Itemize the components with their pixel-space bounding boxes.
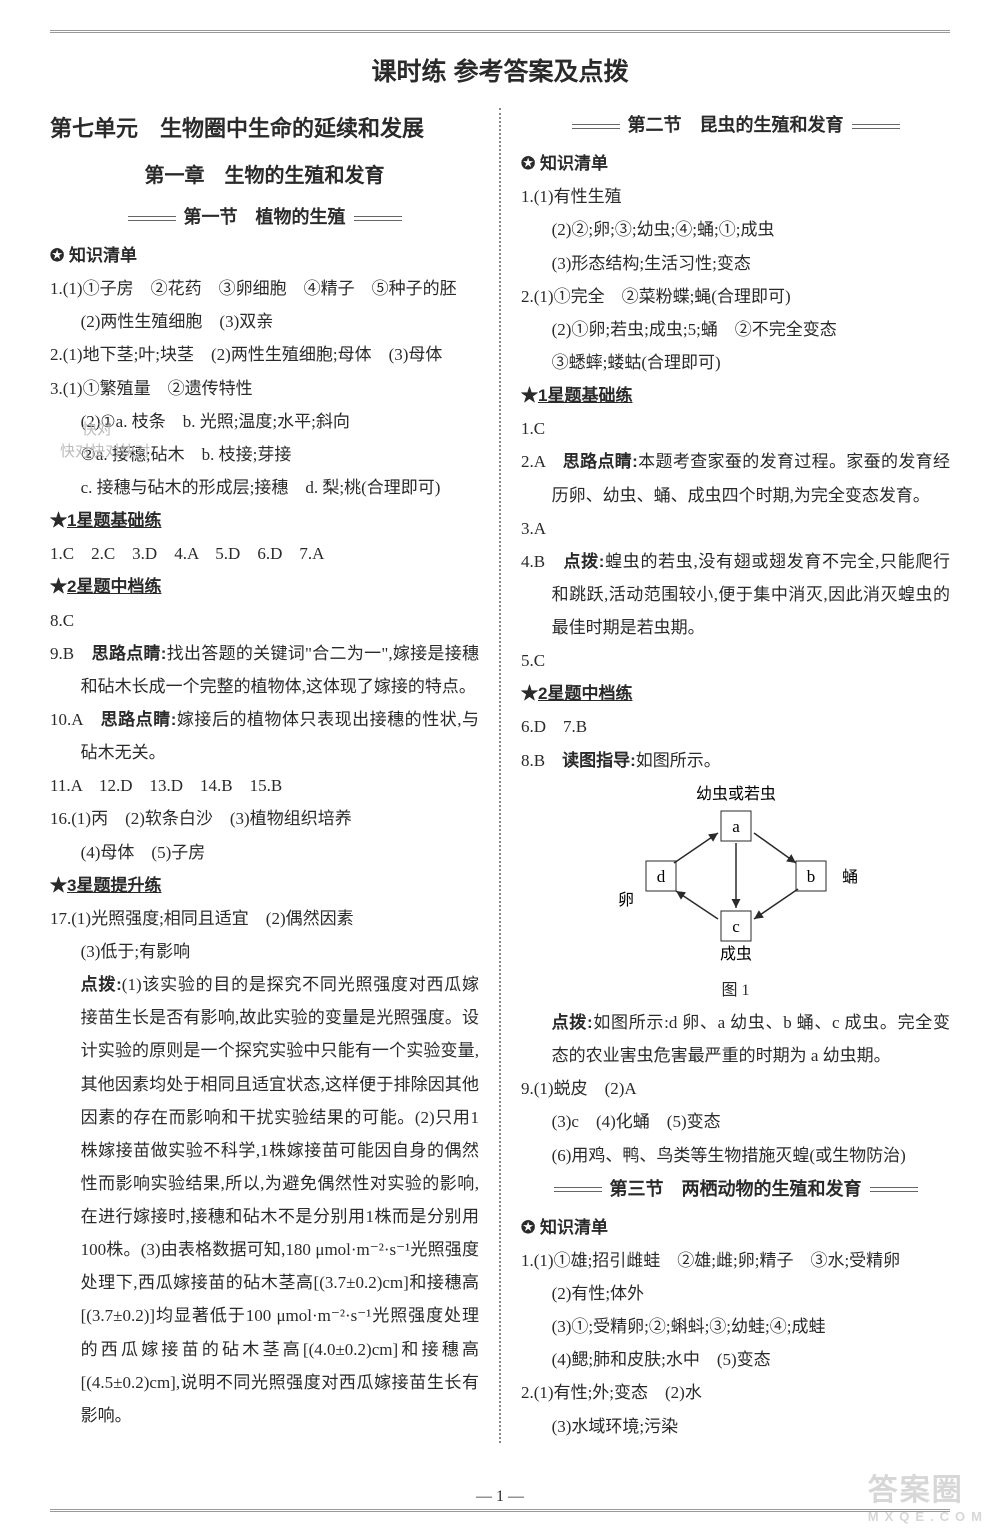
right-s1-1: 1.C xyxy=(521,412,950,445)
right-k2b: (2)①卵;若虫;成虫;5;蛹 ②不完全变态 xyxy=(521,313,950,346)
left-k1b: (2)两性生殖细胞 (3)双亲 xyxy=(50,305,479,338)
section-2-title: 第二节 昆虫的生殖和发育 xyxy=(521,108,950,143)
content-columns: 第七单元 生物圈中生命的延续和发展 第一章 生物的生殖和发育 第一节 植物的生殖… xyxy=(50,108,950,1443)
right-k3-2b: (3)水域环境;污染 xyxy=(521,1410,950,1443)
right-k3-2: 2.(1)有性;外;变态 (2)水 xyxy=(521,1376,950,1409)
left-s3-17b: (3)低于;有影响 xyxy=(50,935,479,968)
left-k2: 2.(1)地下茎;叶;块茎 (2)两性生殖细胞;母体 (3)母体 xyxy=(50,338,479,371)
star1-head-left: ★1星题基础练 xyxy=(50,504,479,537)
star2-head-right: ★2星题中档练 xyxy=(521,677,950,710)
left-s2-16: 16.(1)丙 (2)软条白沙 (3)植物组织培养 xyxy=(50,802,479,835)
star2-label-left: 2星题中档练 xyxy=(67,577,161,596)
top-rule xyxy=(50,30,950,33)
figure-1-label: 图 1 xyxy=(521,975,950,1006)
d-label: 卵 xyxy=(617,891,633,909)
node-a: a xyxy=(732,817,740,836)
knowledge-head-left: ✪ 知识清单 xyxy=(50,239,479,272)
right-k3-1b: (2)有性;体外 xyxy=(521,1277,950,1310)
unit-title: 第七单元 生物圈中生命的延续和发展 xyxy=(50,108,479,151)
right-s2-8: 8.B 读图指导:如图所示。 xyxy=(521,744,950,777)
right-k2: 2.(1)①完全 ②菜粉蝶;蝇(合理即可) xyxy=(521,280,950,313)
chapter-title: 第一章 生物的生殖和发育 xyxy=(50,157,479,196)
left-column: 第七单元 生物圈中生命的延续和发展 第一章 生物的生殖和发育 第一节 植物的生殖… xyxy=(50,108,479,1443)
right-s2-9b: (3)c (4)化蛹 (5)变态 xyxy=(521,1105,950,1138)
node-b: b xyxy=(806,867,815,886)
star3-head-left: ★3星题提升练 xyxy=(50,869,479,902)
diag-top-label: 幼虫或若虫 xyxy=(695,785,775,803)
right-k3-1d: (4)鳃;肺和皮肤;水中 (5)变态 xyxy=(521,1343,950,1376)
star2-label-right: 2星题中档练 xyxy=(538,684,632,703)
b-label: 蛹 xyxy=(842,868,858,886)
left-s3-17c: 点拨:(1)该实验的目的是探究不同光照强度对西瓜嫁接苗生长是否有影响,故此实验的… xyxy=(50,968,479,1432)
star3-label-left: 3星题提升练 xyxy=(67,876,161,895)
left-k3: 3.(1)①繁殖量 ②遗传特性 xyxy=(50,372,479,405)
right-s2-67: 6.D 7.B xyxy=(521,710,950,743)
left-s2-11: 11.A 12.D 13.D 14.B 15.B xyxy=(50,769,479,802)
right-s1-3: 3.A xyxy=(521,512,950,545)
right-s2-9a: 9.(1)蜕皮 (2)A xyxy=(521,1072,950,1105)
right-s1-5: 5.C xyxy=(521,644,950,677)
star1-label-left: 1星题基础练 xyxy=(67,511,161,530)
right-s1-4: 4.B 点拨:蝗虫的若虫,没有翅或翅发育不完全,只能爬行和跳跃,活动范围较小,便… xyxy=(521,545,950,644)
wm-br-main: 答案圈 xyxy=(868,1474,964,1507)
left-k3b: (2)①a. 枝条 b. 光照;温度;水平;斜向 xyxy=(50,405,479,438)
left-s1-answers: 1.C 2.C 3.D 4.A 5.D 6.D 7.A xyxy=(50,537,479,570)
page-title: 课时练 参考答案及点拨 xyxy=(50,52,950,88)
left-k3d: c. 接穗与砧木的形成层;接穗 d. 梨;桃(合理即可) xyxy=(50,471,479,504)
knowledge-head-right: ✪ 知识清单 xyxy=(521,147,950,180)
right-s1-2: 2.A 思路点睛:本题考查家蚕的发育过程。家蚕的发育经历卵、幼虫、蛹、成虫四个时… xyxy=(521,445,950,511)
star1-label-right: 1星题基础练 xyxy=(538,386,632,405)
wm-br-sub: MXQE.COM xyxy=(868,1509,988,1524)
left-s2-16b: (4)母体 (5)子房 xyxy=(50,836,479,869)
watermark-bottom-right: 答案圈 MXQE.COM xyxy=(868,1465,988,1524)
lifecycle-diagram: 幼虫或若虫 a b 蛹 c 成虫 d 卵 xyxy=(606,783,866,973)
diagram-wrap: 幼虫或若虫 a b 蛹 c 成虫 d 卵 图 1 xyxy=(521,783,950,1006)
star1-head-right: ★1星题基础练 xyxy=(521,379,950,412)
node-d: d xyxy=(656,867,665,886)
section-3-title: 第三节 两栖动物的生殖和发育 xyxy=(521,1172,950,1207)
page-number: — 1 — xyxy=(0,1488,1000,1506)
star2-head-left: ★2星题中档练 xyxy=(50,570,479,603)
left-k3c: ②a. 接穗;砧木 b. 枝接;芽接 xyxy=(50,438,479,471)
right-k1c: (3)形态结构;生活习性;变态 xyxy=(521,247,950,280)
left-s2-8: 8.C xyxy=(50,604,479,637)
right-k2c: ③蟋蟀;蝼蛄(合理即可) xyxy=(521,346,950,379)
right-s2-8b: 点拨:如图所示:d 卵、a 幼虫、b 蛹、c 成虫。完全变态的农业害虫危害最严重… xyxy=(521,1006,950,1072)
bottom-rule xyxy=(50,1509,950,1512)
left-k1: 1.(1)①子房 ②花药 ③卵细胞 ④精子 ⑤种子的胚 xyxy=(50,272,479,305)
section-1-title: 第一节 植物的生殖 xyxy=(50,200,479,235)
left-s3-17a: 17.(1)光照强度;相同且适宜 (2)偶然因素 xyxy=(50,902,479,935)
left-s2-9: 9.B 思路点睛:找出答题的关键词"合二为一",嫁接是接穗和砧木长成一个完整的植… xyxy=(50,637,479,703)
right-k1b: (2)②;卵;③;幼虫;④;蛹;①;成虫 xyxy=(521,213,950,246)
right-k1: 1.(1)有性生殖 xyxy=(521,180,950,213)
knowledge-head-3: ✪ 知识清单 xyxy=(521,1211,950,1244)
right-k3-1: 1.(1)①雄;招引雌蛙 ②雄;雌;卵;精子 ③水;受精卵 xyxy=(521,1244,950,1277)
right-column: 第二节 昆虫的生殖和发育 ✪ 知识清单 1.(1)有性生殖 (2)②;卵;③;幼… xyxy=(521,108,950,1443)
right-k3-1c: (3)①;受精卵;②;蝌蚪;③;幼蛙;④;成蛙 xyxy=(521,1310,950,1343)
node-c: c xyxy=(732,917,740,936)
right-s2-9c: (6)用鸡、鸭、鸟类等生物措施灭蝗(或生物防治) xyxy=(521,1139,950,1172)
left-s2-10: 10.A 思路点睛:嫁接后的植物体只表现出接穗的性状,与砧木无关。 xyxy=(50,703,479,769)
column-divider xyxy=(499,108,501,1443)
c-label: 成虫 xyxy=(719,945,751,963)
